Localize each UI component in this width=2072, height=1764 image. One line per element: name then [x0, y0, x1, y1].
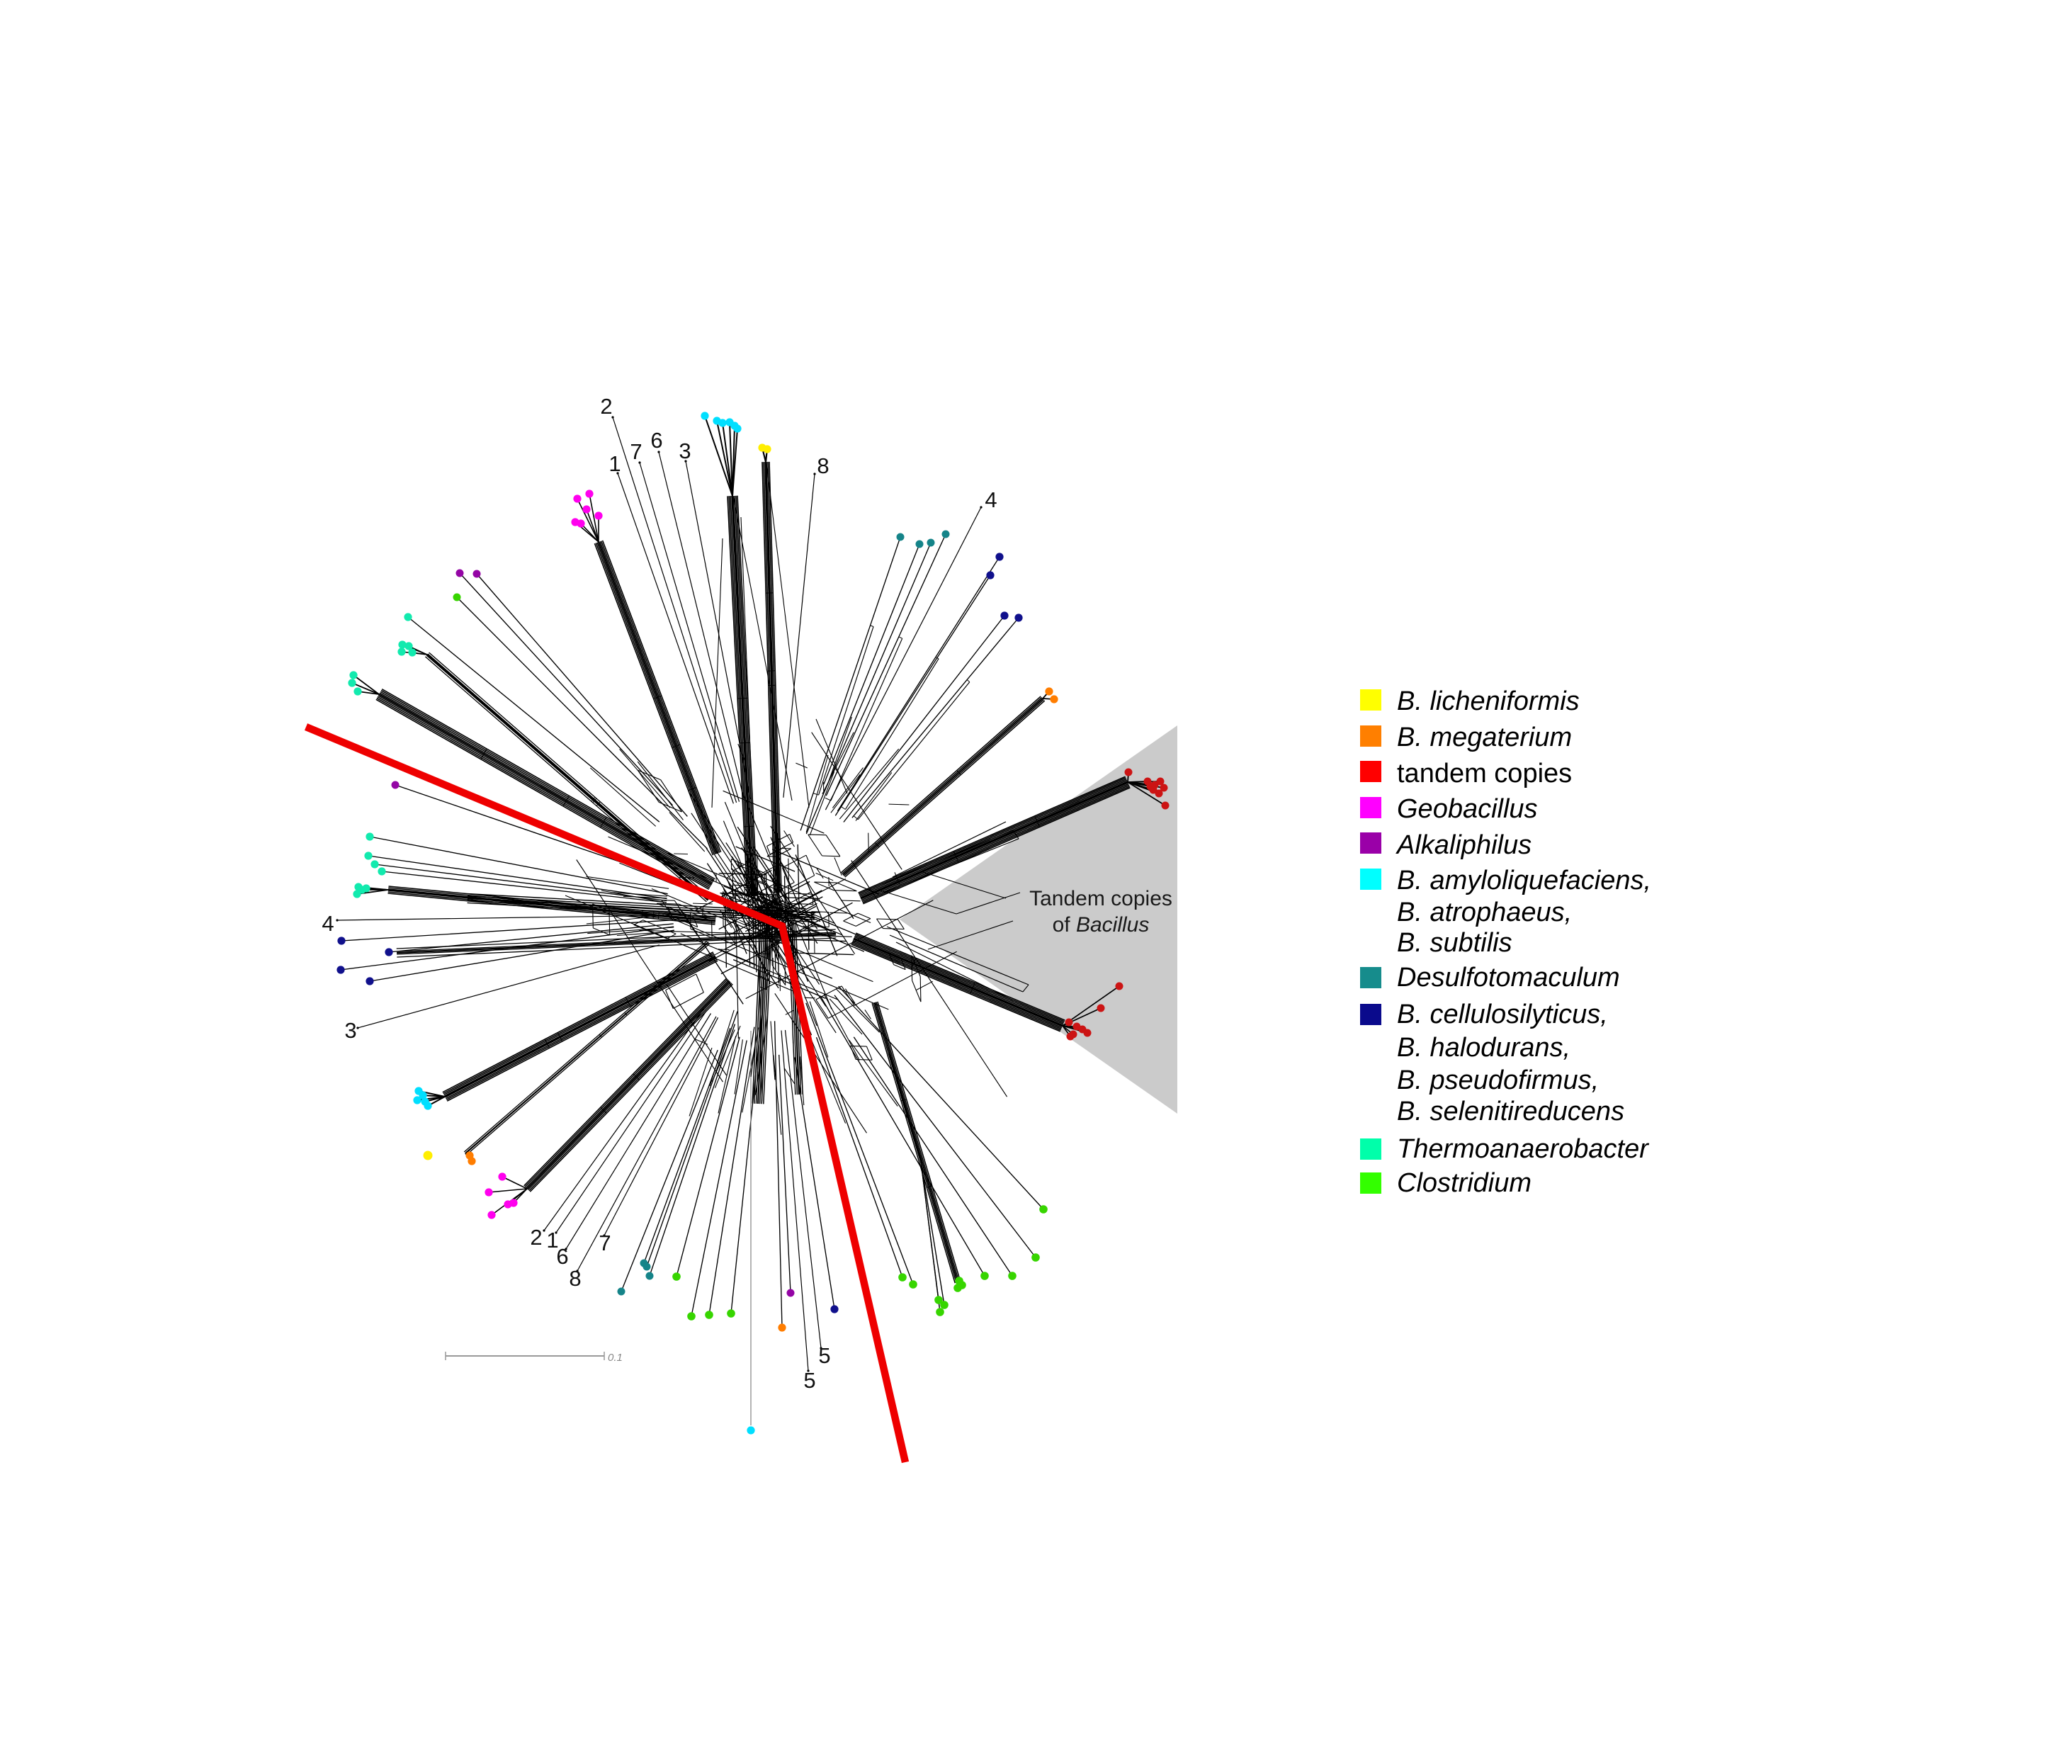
svg-text:B. halodurans,: B. halodurans, [1397, 1033, 1570, 1063]
svg-text:Geobacillus: Geobacillus [1397, 794, 1538, 824]
svg-text:8: 8 [569, 1266, 581, 1291]
svg-text:B. subtilis: B. subtilis [1397, 928, 1512, 958]
svg-text:Thermoanaerobacter: Thermoanaerobacter [1397, 1134, 1649, 1164]
svg-text:5: 5 [803, 1368, 815, 1393]
svg-text:B. cellulosilyticus,: B. cellulosilyticus, [1397, 1000, 1608, 1029]
svg-text:1: 1 [608, 451, 621, 476]
svg-text:7: 7 [599, 1231, 611, 1255]
svg-text:B. selenitireducens: B. selenitireducens [1397, 1097, 1624, 1126]
svg-text:3: 3 [344, 1018, 356, 1043]
svg-text:7: 7 [630, 439, 642, 464]
svg-text:Tandem copies: Tandem copies [1029, 887, 1172, 910]
svg-text:of Bacillus: of Bacillus [1053, 913, 1150, 937]
svg-text:8: 8 [817, 453, 829, 478]
svg-text:2: 2 [530, 1225, 542, 1250]
svg-text:5: 5 [818, 1343, 830, 1368]
svg-text:2: 2 [600, 394, 612, 419]
svg-text:Alkaliphilus: Alkaliphilus [1396, 830, 1532, 860]
svg-text:4: 4 [322, 911, 334, 936]
svg-text:B. atrophaeus,: B. atrophaeus, [1397, 898, 1572, 927]
svg-text:tandem copies: tandem copies [1397, 759, 1572, 788]
svg-text:6: 6 [650, 428, 662, 453]
svg-text:0.1: 0.1 [608, 1352, 623, 1364]
svg-text:Clostridium: Clostridium [1397, 1168, 1532, 1198]
svg-text:B. megaterium: B. megaterium [1397, 723, 1572, 752]
svg-text:B. amyloliquefaciens,: B. amyloliquefaciens, [1397, 866, 1651, 895]
svg-text:4: 4 [985, 487, 997, 512]
svg-text:B. pseudofirmus,: B. pseudofirmus, [1397, 1065, 1599, 1095]
svg-text:6: 6 [556, 1244, 568, 1269]
svg-text:Desulfotomaculum: Desulfotomaculum [1397, 963, 1620, 993]
svg-text:3: 3 [679, 439, 691, 463]
svg-text:B. licheniformis: B. licheniformis [1397, 686, 1580, 716]
